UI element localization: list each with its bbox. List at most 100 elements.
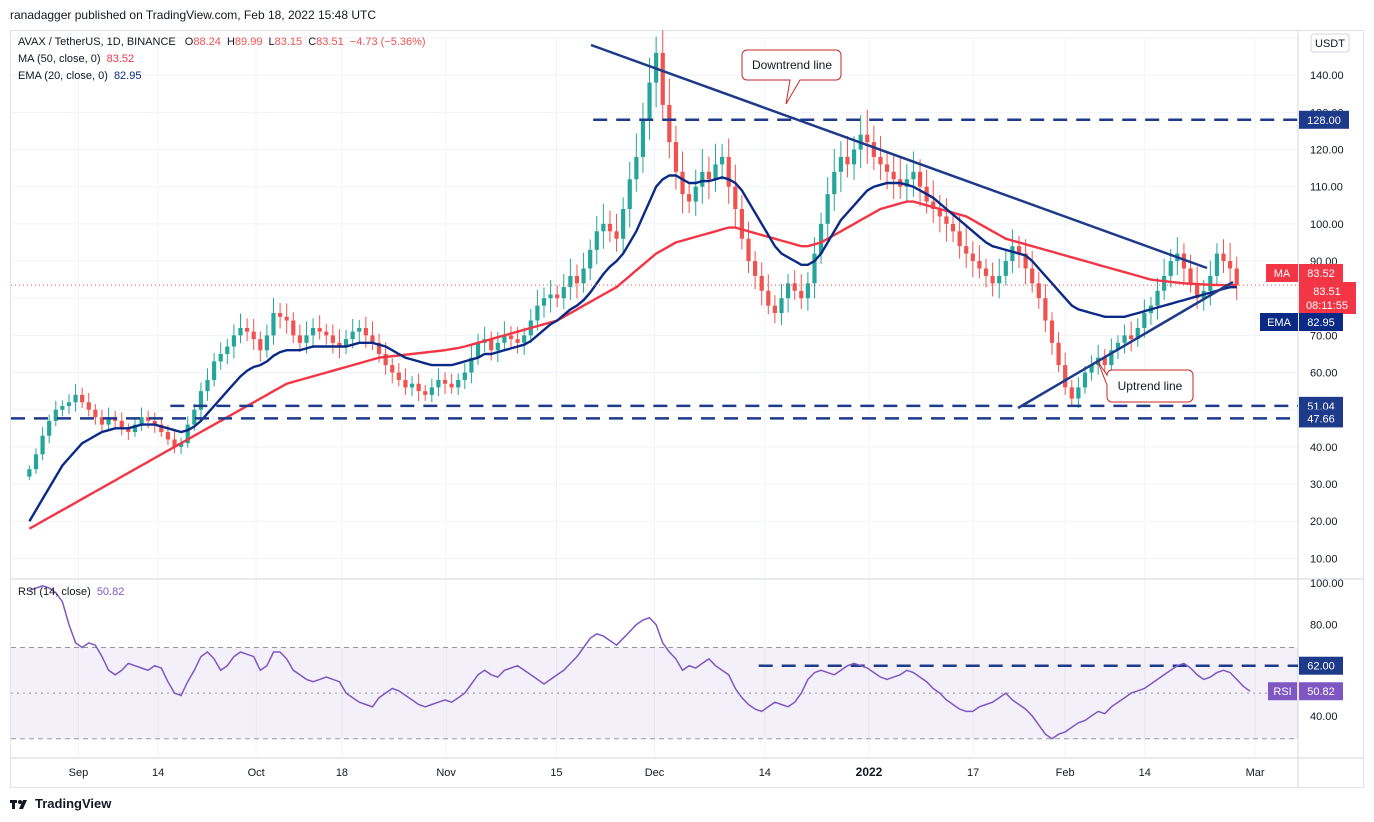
candle-body bbox=[47, 420, 52, 436]
candle-body bbox=[1003, 261, 1008, 276]
candle-body bbox=[409, 383, 415, 388]
candle-body bbox=[126, 428, 131, 433]
candle-body bbox=[132, 424, 138, 433]
candle-body bbox=[779, 298, 784, 314]
candle-body bbox=[818, 223, 824, 254]
candle-body bbox=[607, 223, 613, 232]
time-tick-label: 2022 bbox=[856, 765, 883, 779]
rsi-level-badge: 62.00 bbox=[1307, 661, 1335, 673]
candle-body bbox=[1089, 365, 1094, 373]
candle-body bbox=[515, 339, 520, 343]
candle-body bbox=[475, 342, 481, 358]
candle-body bbox=[687, 194, 692, 202]
candle-body bbox=[119, 420, 124, 429]
legend-ma: MA (50, close, 0) 83.52 bbox=[18, 53, 134, 65]
candle-body bbox=[845, 156, 850, 165]
candle-body bbox=[1214, 253, 1220, 276]
candle-body bbox=[964, 246, 969, 254]
candle-body bbox=[1168, 261, 1173, 276]
candle-body bbox=[733, 186, 738, 209]
candle-body bbox=[370, 335, 375, 343]
candle-body bbox=[93, 409, 98, 418]
candle-body bbox=[192, 409, 197, 425]
candle-body bbox=[561, 287, 566, 299]
candle-body bbox=[251, 331, 256, 340]
candle-body bbox=[522, 335, 527, 343]
level-badge-128: 128.00 bbox=[1307, 115, 1341, 127]
candle-body bbox=[159, 424, 164, 433]
candle-body bbox=[350, 331, 355, 340]
candle-body bbox=[647, 82, 652, 120]
rsi-badge-value: 50.82 bbox=[1307, 686, 1335, 698]
candle-body bbox=[218, 353, 223, 362]
candle-body bbox=[1082, 372, 1088, 388]
candle-body bbox=[297, 335, 302, 343]
price-tick-label: 60.00 bbox=[1310, 368, 1338, 380]
price-tick-label: 120.00 bbox=[1310, 145, 1344, 157]
candle-body bbox=[983, 268, 989, 276]
rsi-badge-label-bg bbox=[1268, 682, 1297, 701]
ema-badge-value: 82.95 bbox=[1307, 317, 1335, 329]
legend-main: AVAX / TetherUS, 1D, BINANCE O88.24 H89.… bbox=[18, 36, 426, 48]
price-tick-label: 20.00 bbox=[1310, 516, 1338, 528]
rsi-label: RSI (14, close) bbox=[18, 586, 91, 598]
candle-body bbox=[66, 402, 72, 407]
candle-body bbox=[970, 253, 975, 262]
candle-body bbox=[548, 294, 553, 299]
candle-body bbox=[667, 104, 672, 143]
candle-body bbox=[1208, 275, 1213, 291]
rsi-badge-label: RSI bbox=[1273, 686, 1291, 698]
candle-body bbox=[469, 357, 474, 373]
candle-body bbox=[383, 353, 388, 366]
candle-body bbox=[172, 439, 177, 447]
candle-body bbox=[429, 387, 434, 395]
candle-body bbox=[720, 156, 725, 165]
price-tick-label: 110.00 bbox=[1310, 182, 1343, 194]
candle-body bbox=[396, 372, 401, 380]
candle-body bbox=[621, 208, 626, 239]
publisher-line: ranadagger published on TradingView.com,… bbox=[10, 8, 377, 22]
candle-body bbox=[640, 119, 646, 157]
candle-body bbox=[739, 208, 745, 239]
time-tick-label: 14 bbox=[759, 767, 771, 779]
footer-brand[interactable]: TradingView bbox=[10, 796, 111, 811]
price-tick-label: 40.00 bbox=[1310, 442, 1338, 454]
candle-body bbox=[423, 391, 428, 395]
candle-body bbox=[343, 339, 349, 347]
candle-body bbox=[944, 216, 949, 224]
time-tick-label: 15 bbox=[550, 767, 562, 779]
candle-body bbox=[937, 208, 942, 217]
price-badge-value: 83.51 bbox=[1313, 286, 1341, 298]
candle-body bbox=[264, 335, 269, 351]
candle-body bbox=[673, 142, 679, 172]
time-tick-label: 14 bbox=[152, 767, 164, 779]
candle-body bbox=[680, 171, 685, 195]
candle-body bbox=[805, 283, 810, 299]
time-tick-label: Feb bbox=[1056, 767, 1075, 779]
time-tick-label: Mar bbox=[1246, 767, 1265, 779]
candle-body bbox=[601, 223, 606, 232]
legend-open-label: O bbox=[184, 36, 194, 48]
candle-body bbox=[990, 275, 995, 284]
candle-body bbox=[1036, 283, 1041, 299]
candle-body bbox=[330, 335, 335, 343]
ma-value: 83.52 bbox=[106, 53, 135, 65]
candle-body bbox=[832, 171, 837, 195]
candle-body bbox=[99, 417, 105, 425]
time-tick-label: Dec bbox=[645, 767, 665, 779]
candle-body bbox=[706, 171, 712, 180]
candle-body bbox=[1181, 253, 1187, 269]
candle-body bbox=[436, 379, 441, 388]
candle-body bbox=[1102, 357, 1107, 366]
candle-body bbox=[865, 134, 870, 143]
candle-body bbox=[1188, 268, 1193, 284]
candle-body bbox=[502, 335, 507, 343]
candle-body bbox=[1076, 387, 1081, 399]
candle-body bbox=[871, 142, 876, 157]
candle-body bbox=[568, 275, 573, 288]
uptrend-callout-box bbox=[1097, 361, 1194, 403]
legend-close-label: C bbox=[308, 36, 317, 48]
candle-body bbox=[891, 171, 896, 180]
candle-body bbox=[812, 253, 817, 284]
